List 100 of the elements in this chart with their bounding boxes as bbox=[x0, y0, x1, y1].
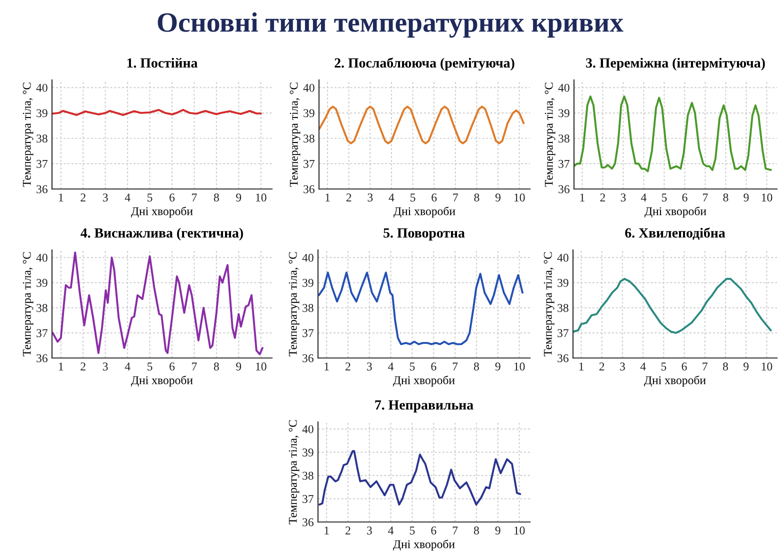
line-series bbox=[573, 278, 772, 334]
x-tick-label: 2 bbox=[346, 526, 350, 534]
chart-title: 2. Послаблююча (ремітуюча) bbox=[334, 58, 514, 70]
y-tick-label: 37 bbox=[304, 160, 314, 168]
y-tick-label: 36 bbox=[302, 354, 314, 362]
x-tick-label: 6 bbox=[682, 362, 687, 370]
x-tick-label: 7 bbox=[192, 362, 197, 370]
x-tick-label: 3 bbox=[367, 362, 372, 370]
y-tick-label: 40 bbox=[302, 425, 314, 434]
x-tick-label: 6 bbox=[170, 194, 175, 202]
y-tick-label: 36 bbox=[36, 185, 48, 194]
y-tick-label: 38 bbox=[302, 304, 314, 312]
x-tick-label: 3 bbox=[620, 194, 626, 202]
x-tick-label: 4 bbox=[388, 362, 394, 370]
y-tick-label: 38 bbox=[558, 304, 568, 312]
x-tick-label: 10 bbox=[762, 194, 772, 202]
x-tick-label: 9 bbox=[236, 194, 242, 202]
chart-title: 5. Поворотна bbox=[384, 228, 465, 240]
x-tick-label: 10 bbox=[514, 194, 525, 202]
y-tick-label: 38 bbox=[558, 134, 570, 143]
line-series bbox=[319, 106, 525, 144]
x-tick-label: 7 bbox=[702, 362, 708, 370]
y-tick-label: 38 bbox=[304, 134, 314, 143]
x-tick-label: 4 bbox=[640, 194, 646, 202]
x-axis-title: Дні хвороби bbox=[394, 206, 456, 218]
chart-title: 3. Переміжна (інтермітуюча) bbox=[586, 58, 765, 70]
y-axis-title: Температура тіла, °C bbox=[22, 252, 34, 356]
x-tick-label: 1 bbox=[579, 362, 584, 370]
x-tick-label: 4 bbox=[124, 362, 130, 370]
chart-title: 6. Хвилеподібна bbox=[625, 228, 726, 240]
y-tick-label: 37 bbox=[558, 329, 568, 338]
x-tick-label: 7 bbox=[453, 194, 458, 202]
x-tick-label: 5 bbox=[148, 362, 152, 370]
y-tick-label: 36 bbox=[558, 185, 570, 194]
y-tick-label: 36 bbox=[304, 185, 314, 194]
x-tick-label: 2 bbox=[80, 194, 86, 202]
x-tick-label: 4 bbox=[640, 362, 646, 370]
x-tick-label: 1 bbox=[324, 526, 329, 534]
x-tick-label: 3 bbox=[620, 362, 625, 370]
x-tick-label: 6 bbox=[431, 362, 436, 370]
x-tick-label: 9 bbox=[744, 362, 749, 370]
x-tick-label: 5 bbox=[662, 194, 667, 202]
x-tick-label: 7 bbox=[452, 362, 458, 370]
x-tick-label: 6 bbox=[170, 362, 175, 370]
x-tick-label: 8 bbox=[474, 362, 479, 370]
line-series bbox=[318, 272, 524, 346]
x-tick-label: 7 bbox=[192, 194, 197, 202]
x-tick-label: 6 bbox=[431, 526, 436, 534]
line-series bbox=[318, 450, 522, 506]
chart-title: 1. Постійна bbox=[127, 58, 198, 68]
x-tick-label: 2 bbox=[600, 194, 606, 202]
x-tick-label: 2 bbox=[599, 362, 604, 370]
x-tick-label: 3 bbox=[367, 526, 372, 534]
x-tick-label: 8 bbox=[214, 194, 219, 202]
y-tick-label: 39 bbox=[304, 109, 314, 118]
y-tick-label: 38 bbox=[302, 472, 314, 480]
x-tick-label: 2 bbox=[346, 362, 350, 370]
y-tick-label: 39 bbox=[558, 109, 570, 118]
text: Основні типи температурних кривих bbox=[158, 12, 624, 38]
y-axis-title: Температура тіла, °C bbox=[288, 252, 300, 356]
x-tick-label: 9 bbox=[495, 362, 500, 370]
y-axis-title: Температура тіла, °C bbox=[290, 82, 300, 187]
x-tick-label: 8 bbox=[214, 362, 219, 370]
chart-title: 4. Виснажлива (гектична) bbox=[80, 228, 243, 240]
y-tick-label: 39 bbox=[302, 278, 314, 287]
x-tick-label: 5 bbox=[410, 362, 415, 370]
y-tick-label: 36 bbox=[302, 518, 314, 526]
y-tick-label: 37 bbox=[36, 160, 48, 168]
x-tick-label: 3 bbox=[368, 194, 373, 202]
y-tick-label: 37 bbox=[36, 329, 48, 338]
y-tick-label: 39 bbox=[36, 109, 48, 118]
x-tick-label: 9 bbox=[744, 194, 749, 202]
y-tick-label: 40 bbox=[36, 254, 48, 262]
x-tick-label: 8 bbox=[474, 526, 479, 534]
y-tick-label: 40 bbox=[303, 84, 314, 92]
y-tick-label: 40 bbox=[302, 254, 314, 262]
y-tick-label: 37 bbox=[558, 160, 570, 168]
y-axis-title: Температура тіла, °C bbox=[544, 82, 556, 187]
x-tick-label: 9 bbox=[495, 526, 500, 534]
x-tick-label: 3 bbox=[102, 362, 108, 370]
x-tick-label: 10 bbox=[256, 194, 266, 202]
y-tick-label: 39 bbox=[36, 278, 48, 287]
x-tick-label: 6 bbox=[432, 194, 437, 202]
y-tick-label: 37 bbox=[302, 329, 314, 338]
x-tick-label: 5 bbox=[148, 194, 152, 202]
y-tick-label: 40 bbox=[558, 84, 570, 92]
x-tick-label: 1 bbox=[58, 362, 64, 370]
line-series bbox=[52, 252, 264, 356]
y-tick-label: 40 bbox=[557, 254, 568, 262]
y-axis-title: Температура тіла, °C bbox=[22, 82, 34, 187]
y-tick-label: 39 bbox=[558, 278, 568, 287]
x-tick-label: 10 bbox=[256, 362, 266, 370]
x-axis-title: Дні хвороби bbox=[131, 376, 193, 387]
y-tick-label: 40 bbox=[36, 84, 48, 92]
y-tick-label: 39 bbox=[302, 448, 314, 456]
x-tick-label: 10 bbox=[762, 362, 772, 370]
x-tick-label: 2 bbox=[346, 194, 352, 202]
y-tick-label: 38 bbox=[36, 304, 48, 312]
x-axis-title: Дні хвороби bbox=[393, 376, 455, 387]
x-axis-title: Дні хвороби bbox=[131, 206, 193, 218]
